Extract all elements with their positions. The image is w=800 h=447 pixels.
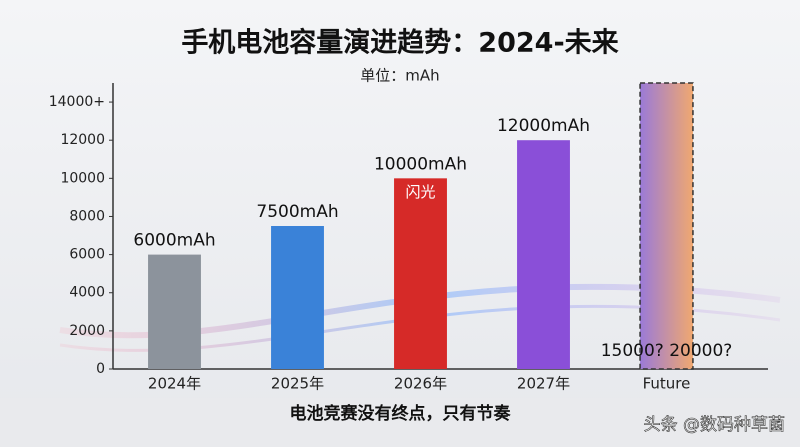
footer-band xyxy=(0,398,800,447)
bar xyxy=(639,82,694,370)
y-tick-label: 2000 xyxy=(69,323,105,339)
value-label: 7500mAh xyxy=(256,202,338,222)
decor-swoosh xyxy=(59,283,781,339)
chart-title: 手机电池容量演进趋势：2024-未来 xyxy=(181,27,618,59)
x-tick-label: 2025年 xyxy=(271,375,324,393)
watermark: 头条 @数码种草菌 xyxy=(644,415,785,435)
x-tick-label: 2024年 xyxy=(148,375,201,393)
annotation: 闪光 xyxy=(405,183,435,201)
bar xyxy=(517,140,570,369)
value-label: 10000mAh xyxy=(374,154,467,174)
y-tick-label: 10000 xyxy=(60,170,105,186)
value-label: 15000? 20000? xyxy=(601,341,733,361)
y-tick-label: 4000 xyxy=(69,285,105,301)
y-tick-label: 8000 xyxy=(69,208,105,224)
y-tick-label: 12000 xyxy=(60,132,105,148)
bar xyxy=(148,254,201,369)
footer: 电池竞赛没有终点，只有节奏 xyxy=(290,403,512,424)
y-tick-label: 14000+ xyxy=(49,94,105,110)
value-label: 6000mAh xyxy=(133,231,215,251)
bar xyxy=(394,178,447,369)
value-label: 12000mAh xyxy=(497,116,590,136)
subtitle: 单位：mAh xyxy=(360,67,439,85)
x-tick-label: 2027年 xyxy=(517,375,570,393)
y-tick-label: 0 xyxy=(96,361,105,377)
x-tick-label: Future xyxy=(643,375,691,393)
x-tick-label: 2026年 xyxy=(394,375,447,393)
y-tick-label: 6000 xyxy=(69,247,105,263)
bar xyxy=(271,226,324,369)
